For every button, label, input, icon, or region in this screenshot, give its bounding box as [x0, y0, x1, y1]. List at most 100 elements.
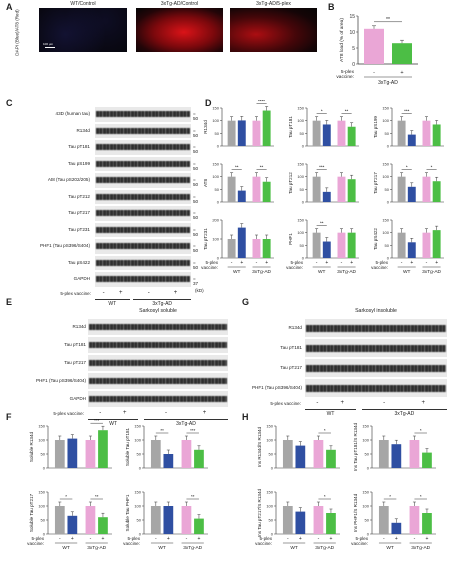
bar — [181, 506, 192, 534]
sign-label: - — [373, 70, 375, 76]
mini-chart: 0 50 100 150 Tau pT212 *** — [288, 162, 359, 205]
y-tick-label: 150 — [134, 490, 141, 495]
group-label: 3xTg-AD — [337, 269, 356, 275]
bar — [312, 176, 321, 202]
vaccine-label-line1: 5-plex — [259, 536, 272, 541]
panel-label-b: B — [328, 2, 335, 12]
micrograph-ad-vaccine — [230, 8, 317, 52]
group-label: WT — [326, 411, 335, 417]
y-tick-label: 50 — [269, 518, 274, 523]
sig-label: ** — [95, 494, 99, 499]
panel-label-c: C — [6, 98, 13, 108]
blot-band-strip — [305, 319, 447, 337]
bar — [322, 124, 331, 146]
mini-chart: 0 50 100 150 PHF1 ** — [288, 218, 359, 261]
y-tick-label: 50 — [300, 187, 305, 192]
y-axis-label: PHF1 — [288, 233, 293, 245]
sign-label: - — [401, 260, 403, 266]
y-tick-label: 0 — [387, 144, 390, 149]
group-label: WT — [386, 545, 394, 551]
y-tick-label: 150 — [212, 106, 219, 111]
bar — [237, 190, 246, 202]
sign-label: - — [231, 260, 233, 266]
bar — [150, 440, 161, 468]
scale-bar — [45, 47, 55, 48]
sig-label: ** — [260, 165, 264, 170]
blot-band-label: R134d — [76, 127, 90, 133]
y-axis-label: Tau pT231 — [203, 228, 208, 250]
vaccine-label-line1: 5-plex — [355, 536, 368, 541]
y-axis-label: Tau pT217 — [373, 172, 378, 194]
y-axis-label: R134d — [203, 120, 208, 134]
panel-a-ylabel: DAPI (Blue)/AT8 (Red) — [14, 8, 20, 56]
y-tick-label: 150 — [362, 490, 369, 495]
y-axis-label: Ins Tau pT217/S R134d — [257, 488, 262, 537]
blot-band-label: Tau pS422 — [68, 259, 90, 265]
sign-label: - — [256, 260, 258, 266]
blot-band-label: PHF1 (Tau pS396/S404) — [35, 378, 86, 383]
bar — [337, 176, 346, 202]
sign-label: + — [325, 260, 328, 266]
molecular-weight-marker: = 50 — [193, 160, 199, 171]
blot-title: Sarkosyl soluble — [139, 308, 177, 314]
y-tick-label: 100 — [362, 504, 369, 509]
group-label: 3xTg-AD — [87, 545, 106, 551]
y-tick-label: 150 — [38, 490, 45, 495]
sig-label: ** — [320, 221, 324, 226]
blot-band — [96, 160, 190, 167]
bar — [392, 43, 412, 64]
y-tick-label: 150 — [134, 424, 141, 429]
bar — [378, 440, 389, 468]
sig-label: *** — [190, 428, 196, 433]
bar — [378, 506, 389, 534]
sign-label: - — [341, 260, 343, 266]
bar — [409, 440, 420, 468]
y-tick-label: 0 — [302, 200, 305, 205]
bar — [85, 506, 96, 534]
bar — [397, 176, 406, 202]
blot-band-label: Tau pT217 — [64, 360, 86, 365]
vaccine-label-line2: vaccine: — [201, 265, 218, 270]
y-tick-label: 0 — [217, 256, 220, 261]
micrograph-title-1: WT/Control — [70, 1, 96, 7]
y-axis-label: Soluble R134d — [29, 431, 34, 462]
y-tick-label: 150 — [297, 218, 304, 223]
bar — [252, 239, 261, 258]
y-tick-label: 15 — [349, 14, 355, 20]
molecular-weight-marker: = 50 — [193, 111, 199, 122]
vaccine-label-line1: 5-plex — [31, 536, 44, 541]
group-label: 3xTg-AD — [411, 545, 430, 551]
y-tick-label: 100 — [38, 438, 45, 443]
sign-label: - — [147, 289, 150, 296]
blot-band-label: R134d — [288, 325, 302, 330]
blot-band — [306, 324, 446, 332]
group-label: WT — [233, 269, 241, 275]
bar — [67, 515, 78, 534]
panel-label-a: A — [6, 2, 13, 12]
molecular-weight-marker: = 50 — [193, 127, 199, 138]
blot-band-label: PHF1 (Tau pS396/S404) — [251, 385, 302, 390]
blot-band-label: Tau pT217 — [68, 210, 90, 216]
bar — [326, 449, 336, 468]
y-axis-label: Tau pT181 — [288, 116, 293, 138]
group-label: WT — [318, 269, 326, 275]
vaccine-label-line1: 5-plex — [341, 69, 355, 75]
sign-label: + — [119, 289, 123, 296]
mini-chart: 0 50 100 150 Ins Tau pT181/S R134d * — [353, 422, 436, 471]
sign-label: - — [426, 260, 428, 266]
blot-band — [96, 177, 190, 184]
y-tick-label: 50 — [137, 452, 142, 457]
y-axis-label: Ins R134d/S R134d — [257, 427, 262, 468]
blot-band — [96, 243, 190, 250]
blot-band — [89, 323, 227, 331]
blot-band-strip — [95, 173, 191, 188]
group-label: 3xTg-AD — [422, 269, 441, 275]
bar — [262, 239, 271, 258]
y-tick-label: 200 — [212, 218, 219, 223]
sign-label: + — [123, 410, 127, 416]
y-tick-label: 50 — [385, 131, 390, 136]
bar — [407, 134, 416, 146]
